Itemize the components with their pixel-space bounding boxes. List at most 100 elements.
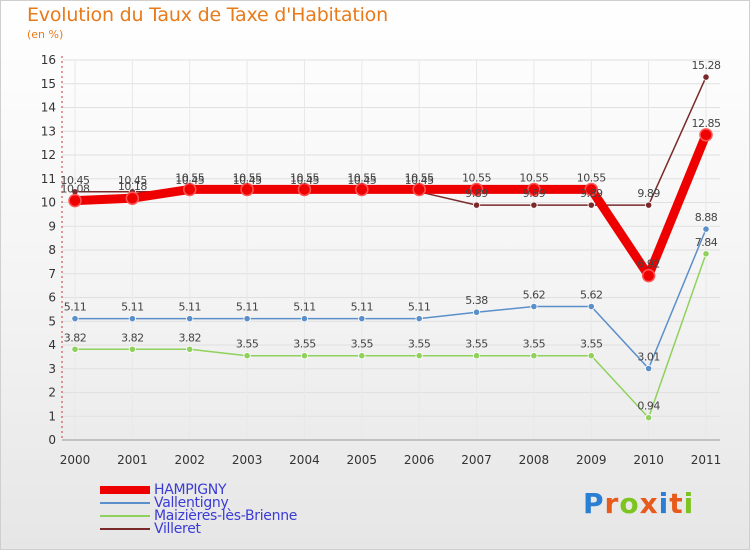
data-point [587, 352, 595, 360]
data-point [300, 315, 309, 323]
data-label: 10.45 [233, 174, 262, 187]
data-label: 3.01 [637, 351, 660, 364]
x-tick-label: 2009 [576, 453, 607, 467]
data-label: 10.45 [290, 174, 319, 187]
proxiti-logo: Proxiti [583, 487, 694, 520]
data-label: 3.82 [64, 331, 87, 344]
data-point [243, 315, 251, 323]
y-tick-label: 7 [48, 267, 56, 281]
legend-label: Vallentigny [154, 495, 229, 511]
data-label: 10.18 [118, 180, 147, 193]
chart-subtitle: (en %) [27, 28, 64, 41]
data-point [358, 315, 366, 323]
data-label: 9.89 [580, 187, 603, 200]
logo-letter: t [669, 487, 684, 520]
data-label: 0.94 [637, 400, 660, 413]
data-label: 3.55 [351, 338, 374, 351]
legend-label: Maizières-lès-Brienne [154, 508, 298, 524]
data-label: 10.45 [61, 174, 90, 187]
data-label: 3.82 [178, 331, 201, 344]
data-label: 5.62 [523, 289, 546, 302]
data-point [415, 315, 423, 323]
data-label: 3.55 [580, 338, 603, 351]
y-tick-label: 3 [48, 362, 56, 376]
legend-label: Villeret [154, 521, 201, 537]
data-label: 5.11 [351, 301, 374, 314]
legend-label: HAMPIGNY [154, 482, 227, 498]
legend-swatch [100, 486, 150, 494]
series-lines [70, 76, 711, 419]
data-label: 3.55 [523, 338, 546, 351]
legend-swatch [100, 515, 150, 517]
x-tick-label: 2001 [117, 453, 148, 467]
data-label: 9.89 [465, 187, 488, 200]
data-point [469, 182, 484, 197]
data-point [699, 128, 713, 142]
chart-title: Evolution du Taux de Taxe d'Habitation [27, 4, 388, 26]
data-label: 10.45 [175, 174, 204, 187]
logo-letter: o [619, 487, 640, 520]
data-point [71, 315, 79, 323]
y-tick-label: 9 [48, 219, 56, 233]
data-point [300, 352, 309, 360]
y-tick-label: 6 [48, 291, 56, 305]
x-tick-label: 2004 [289, 453, 320, 467]
data-point [182, 182, 197, 197]
logo-letter: i [658, 487, 670, 520]
data-label: 5.38 [465, 294, 488, 307]
legend-swatch [100, 528, 150, 530]
series-line-hampigny [70, 130, 711, 281]
y-tick-label: 5 [48, 314, 56, 328]
data-label: 5.11 [236, 301, 259, 314]
x-tick-label: 2005 [347, 453, 378, 467]
data-label: 5.11 [64, 301, 87, 314]
data-label: 5.11 [121, 301, 144, 314]
data-label: 10.45 [118, 174, 147, 187]
data-point [530, 302, 538, 311]
data-point [240, 182, 254, 197]
data-point [358, 352, 366, 360]
data-label: 6.92 [637, 258, 660, 271]
data-point [297, 182, 312, 197]
data-label: 9.89 [523, 187, 546, 200]
y-tick-label: 11 [41, 172, 56, 186]
y-tick-label: 0 [48, 433, 56, 447]
series-points [68, 73, 713, 422]
data-point [587, 201, 595, 209]
data-label: 3.55 [408, 338, 431, 351]
data-point [645, 201, 653, 209]
data-point [415, 352, 423, 360]
y-tick-label: 15 [41, 77, 56, 91]
data-label: 8.88 [695, 211, 718, 224]
legend-swatch [100, 502, 150, 504]
data-label: 10.55 [405, 171, 434, 184]
data-point [641, 268, 656, 283]
data-point [527, 182, 541, 197]
grid [62, 59, 720, 441]
x-tick-label: 2003 [232, 453, 263, 467]
data-point [645, 364, 653, 373]
y-tick-label: 14 [41, 101, 56, 115]
x-tick-label: 2011 [691, 453, 722, 467]
data-point [472, 201, 481, 209]
data-point [71, 345, 79, 353]
data-point [702, 73, 710, 81]
logo-letter: P [583, 487, 605, 520]
data-label: 10.55 [175, 171, 204, 184]
data-label: 3.55 [465, 338, 488, 351]
x-tick-label: 2006 [404, 453, 435, 467]
logo-letter: i [683, 487, 695, 520]
data-label: 3.55 [236, 338, 259, 351]
data-point [702, 250, 710, 258]
y-tick-label: 10 [41, 196, 56, 210]
data-point [186, 315, 194, 323]
data-point [243, 352, 251, 360]
y-tick-label: 1 [48, 409, 56, 423]
data-label: 10.55 [577, 171, 606, 184]
data-label: 5.11 [178, 301, 201, 314]
data-point [128, 315, 136, 323]
x-tick-label: 2007 [461, 453, 492, 467]
x-tick-label: 2008 [519, 453, 550, 467]
series-line-vallentigny [74, 228, 707, 370]
